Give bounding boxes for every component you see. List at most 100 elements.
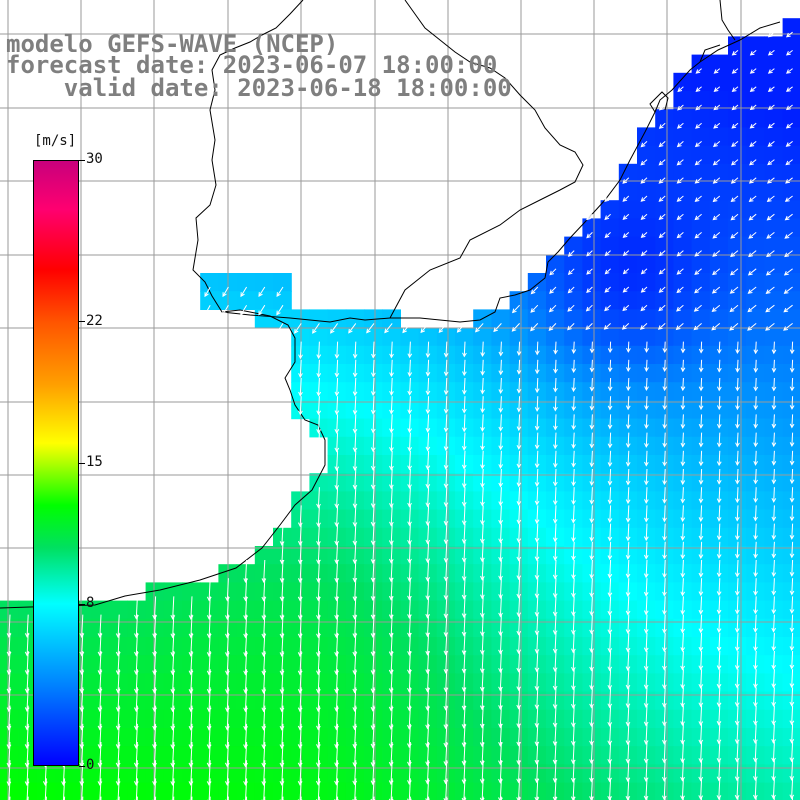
- wind-cell: [728, 309, 747, 329]
- wind-arrow: [676, 141, 684, 148]
- wind-arrow: [571, 669, 576, 691]
- wind-arrow: [789, 487, 795, 503]
- wind-arrow: [334, 359, 340, 378]
- wind-arrow: [571, 578, 576, 598]
- wind-arrow: [731, 86, 739, 92]
- wind-arrow: [753, 414, 759, 429]
- wind-arrow: [222, 304, 229, 316]
- wind-arrow: [625, 450, 631, 467]
- wind-arrow: [731, 104, 739, 111]
- wind-arrow: [749, 86, 757, 92]
- wind-arrow: [97, 778, 102, 800]
- wind-arrow: [607, 596, 613, 616]
- wind-arrow: [734, 578, 740, 596]
- wind-cell: [673, 72, 693, 92]
- wind-cell: [546, 327, 565, 347]
- wind-cell: [764, 218, 784, 238]
- wind-arrow: [735, 505, 740, 522]
- wind-arrow: [698, 559, 704, 578]
- wind-arrow: [258, 286, 266, 297]
- wind-cell: [728, 254, 747, 274]
- wind-arrow: [315, 778, 321, 800]
- wind-arrow: [734, 741, 740, 763]
- wind-arrow: [589, 468, 595, 487]
- wind-arrow: [493, 323, 502, 333]
- wind-cell: [655, 382, 674, 401]
- wind-cell: [491, 327, 511, 347]
- wind-cell: [764, 145, 784, 165]
- wind-cell: [109, 600, 128, 620]
- wind-arrow: [735, 414, 740, 429]
- wind-cell: [709, 54, 729, 74]
- wind-arrow: [334, 468, 340, 490]
- wind-arrow: [475, 323, 484, 333]
- wind-arrow: [589, 687, 594, 709]
- wind-cell: [254, 273, 274, 292]
- wind-arrow: [657, 323, 666, 330]
- wind-arrow: [753, 687, 758, 707]
- wind-arrow: [643, 669, 649, 690]
- wind-arrow: [677, 104, 684, 111]
- wind-arrow: [698, 578, 704, 597]
- colorbar-tick-label: 22: [86, 312, 103, 329]
- wind-arrow: [734, 760, 740, 782]
- wind-cell: [655, 127, 674, 147]
- wind-arrow: [589, 578, 595, 598]
- wind-arrow: [316, 414, 322, 434]
- wind-cell: [309, 473, 329, 492]
- wind-arrow: [698, 414, 704, 429]
- wind-arrow: [530, 286, 539, 295]
- wind-cell: [728, 109, 747, 128]
- wind-arrow: [498, 432, 504, 451]
- wind-arrow: [639, 323, 648, 330]
- wind-arrow: [607, 650, 613, 672]
- wind-arrow: [695, 68, 702, 74]
- wind-cell: [600, 382, 620, 401]
- wind-arrow: [644, 359, 649, 372]
- wind-cell: [673, 127, 693, 147]
- wind-arrow: [571, 487, 576, 505]
- wind-arrow: [188, 778, 193, 800]
- wind-arrow: [589, 359, 595, 373]
- wind-arrow: [604, 286, 611, 293]
- wind-arrow: [607, 505, 613, 524]
- wind-arrow: [767, 50, 775, 56]
- wind-cell: [728, 273, 747, 292]
- wind-arrow: [370, 778, 376, 800]
- wind-arrow: [658, 195, 666, 202]
- wind-arrow: [352, 487, 358, 509]
- wind-arrow: [695, 122, 702, 129]
- wind-cell: [618, 327, 638, 347]
- wind-arrow: [420, 323, 429, 334]
- wind-cell: [673, 182, 693, 201]
- wind-arrow: [680, 760, 685, 782]
- wind-cell: [746, 382, 765, 401]
- wind-arrow: [461, 523, 467, 544]
- wind-cell: [691, 309, 711, 329]
- wind-arrow: [785, 31, 793, 38]
- wind-arrow: [658, 141, 666, 148]
- wind-arrow: [625, 632, 631, 653]
- wind-arrow: [370, 487, 376, 509]
- wind-cell: [728, 345, 747, 365]
- wind-arrow: [480, 341, 486, 358]
- wind-arrow: [498, 505, 504, 525]
- wind-arrow: [425, 432, 431, 452]
- wind-arrow: [548, 323, 557, 331]
- wind-arrow: [425, 359, 431, 377]
- wind-arrow: [43, 778, 48, 800]
- wind-arrow: [589, 614, 594, 635]
- wind-arrow: [152, 778, 157, 800]
- wind-arrow: [729, 304, 739, 313]
- wind-arrow: [567, 250, 575, 257]
- wind-cell: [491, 309, 511, 329]
- wind-arrow: [749, 50, 757, 56]
- wind-arrow: [680, 432, 686, 448]
- wind-arrow: [766, 177, 775, 184]
- wind-arrow: [734, 559, 740, 578]
- wind-arrow: [698, 705, 704, 726]
- wind-arrow: [480, 377, 485, 395]
- wind-arrow: [258, 304, 266, 316]
- wind-cell: [655, 327, 674, 347]
- wind-arrow: [716, 596, 722, 615]
